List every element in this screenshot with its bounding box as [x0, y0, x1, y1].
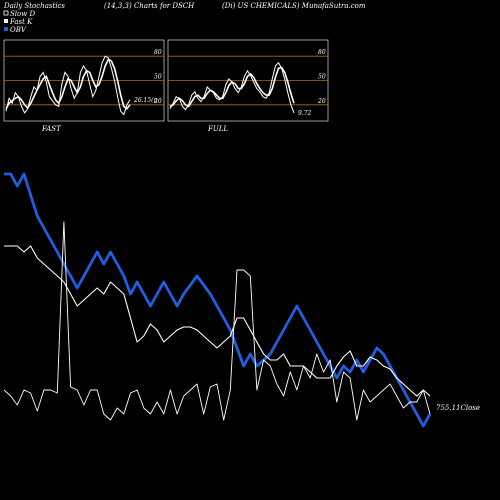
main-line-obv [4, 172, 432, 428]
fast-panel-caption: FAST [41, 125, 62, 133]
legend-label-slow-d: Slow D [10, 10, 35, 18]
legend: Slow D Fast K OBV [3, 10, 35, 34]
fast-tick-50: 50 [154, 74, 162, 81]
header-params: (14,3,3) Charts for DSCH [104, 2, 195, 10]
legend-label-fast-k: Fast K [9, 18, 33, 26]
fast-last-value-label: 26.15(n [133, 97, 158, 104]
header-company: (Di) US CHEMICALS) MunafaSutra.com [222, 2, 366, 10]
full-last-value-label: 9.72 [298, 110, 312, 117]
legend-swatch-obv [4, 27, 8, 31]
legend-swatch-fast-k [4, 19, 8, 23]
legend-swatch-slow-d [3, 10, 9, 16]
header-left: Daily Stochastics [3, 2, 65, 10]
main-line-price [4, 245, 431, 397]
fast-line-fast-k [5, 55, 131, 116]
legend-label-obv: OBV [10, 26, 27, 34]
main-price-obv-panel: 755.11Close [3, 172, 480, 428]
main-line-fast-k [3, 221, 431, 421]
main-close-label: 755.11Close [436, 404, 480, 412]
fast-line-slow-d [5, 58, 131, 110]
full-tick-80: 80 [318, 49, 326, 56]
fast-tick-20: 20 [153, 98, 162, 105]
full-line-slow-d [169, 66, 295, 108]
fast-tick-80: 80 [154, 49, 162, 56]
full-panel-caption: FULL [207, 125, 228, 133]
full-tick-50: 50 [318, 74, 326, 81]
full-stochastic-panel: 20 50 80 9.72 [168, 49, 328, 117]
fast-stochastic-panel: 20 50 80 26.15(n [4, 49, 164, 116]
full-tick-20: 20 [317, 98, 326, 105]
